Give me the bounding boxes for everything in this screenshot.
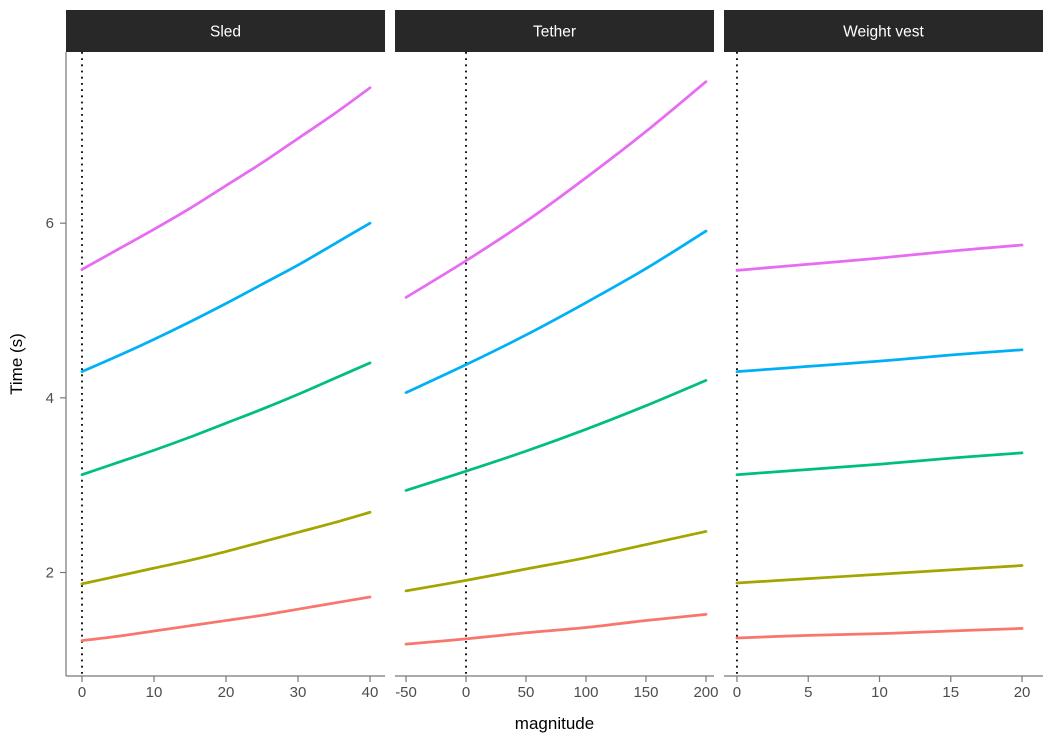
x-tick-label: 0: [733, 684, 741, 701]
x-tick-label: 40: [362, 684, 379, 701]
facet-strip-sled: [66, 10, 385, 52]
x-tick-label: 15: [942, 684, 959, 701]
series-line-4: [735, 348, 1024, 374]
x-tick-label: 50: [518, 684, 535, 701]
facet-strip-label: Tether: [533, 23, 576, 40]
series-line-3: [404, 379, 708, 492]
series-line-3: [735, 451, 1024, 477]
x-tick-label: 30: [290, 684, 307, 701]
x-tick-label: 10: [871, 684, 888, 701]
series-line-4: [404, 229, 708, 394]
facet-strip-weight-vest: [724, 10, 1043, 52]
series-line-3: [80, 361, 372, 477]
series-line-2: [404, 530, 708, 593]
y-tick-label: 4: [46, 390, 54, 407]
x-tick-label: 20: [218, 684, 235, 701]
series-line-2: [735, 564, 1024, 585]
x-tick-label: -50: [395, 684, 417, 701]
series-line-5: [404, 80, 708, 299]
facet-strip-label: Sled: [210, 23, 241, 40]
facet-strip-tether: [395, 10, 714, 52]
series-line-1: [80, 595, 372, 643]
x-tick-label: 5: [804, 684, 812, 701]
x-tick-label: 0: [78, 684, 86, 701]
series-line-2: [80, 510, 372, 586]
y-tick-label: 6: [46, 215, 54, 232]
x-tick-label: 200: [693, 684, 718, 701]
series-line-1: [735, 627, 1024, 640]
y-axis-title: Time (s): [7, 333, 26, 395]
x-tick-label: 150: [633, 684, 658, 701]
series-line-4: [80, 221, 372, 374]
x-tick-label: 0: [462, 684, 470, 701]
x-axis-title: magnitude: [515, 714, 594, 733]
x-tick-label: 20: [1014, 684, 1031, 701]
series-line-5: [80, 86, 372, 271]
series-line-1: [404, 613, 708, 646]
x-tick-label: 100: [573, 684, 598, 701]
facet-strip-label: Weight vest: [843, 23, 924, 40]
y-tick-label: 2: [46, 564, 54, 581]
series-line-5: [735, 243, 1024, 272]
x-tick-label: 10: [146, 684, 163, 701]
